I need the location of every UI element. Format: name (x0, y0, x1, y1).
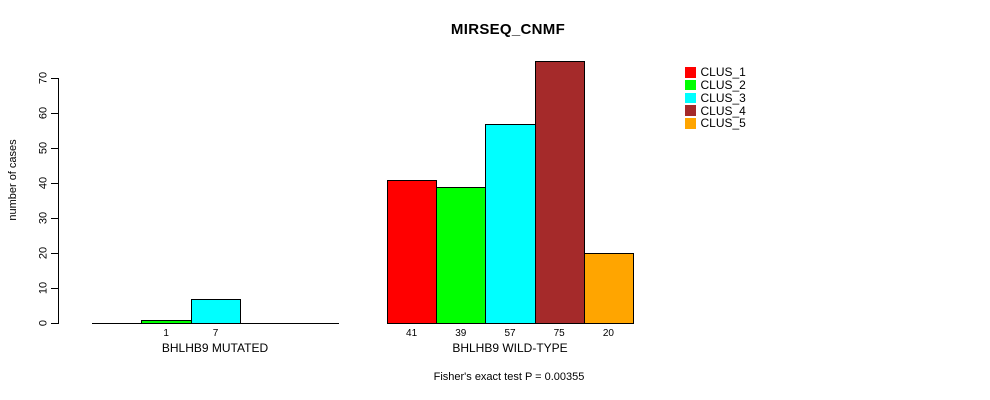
legend-label: CLUS_2 (700, 78, 746, 93)
bar-clus_3-group0 (190, 298, 242, 324)
legend-swatch-clus_2 (685, 79, 696, 91)
legend-swatch-clus_4 (685, 105, 696, 116)
y-tick (51, 113, 58, 114)
y-tick-label: 10 (37, 281, 50, 295)
legend-swatch-clus_3 (685, 92, 696, 104)
legend-label: CLUS_4 (700, 103, 746, 118)
legend-swatch-clus_5 (685, 118, 696, 129)
bar-value-label: 20 (602, 328, 614, 339)
y-axis-label: number of cases (7, 139, 19, 221)
group-label-wild-type: BHLHB9 WILD-TYPE (452, 341, 568, 355)
bar-value-label: 75 (553, 328, 565, 339)
bar-clus_2-group1 (436, 186, 487, 324)
bar-clus_5-group1 (583, 253, 634, 324)
y-tick (51, 148, 58, 149)
legend-label: CLUS_5 (700, 116, 746, 131)
y-tick-label: 50 (37, 141, 50, 155)
bar-value-label: 57 (504, 328, 516, 339)
y-tick-label: 40 (37, 176, 50, 190)
legend-item-clus_1: CLUS_1 (685, 66, 746, 79)
bar-value-label: 41 (406, 328, 418, 339)
y-tick-label: 0 (37, 319, 50, 327)
fisher-test-annotation: Fisher's exact test P = 0.00355 (433, 371, 585, 383)
y-tick-label: 60 (37, 106, 50, 120)
bar-clus_1-group1 (387, 179, 438, 324)
legend: CLUS_1 CLUS_2 CLUS_3 CLUS_4 CLUS_5 (685, 66, 746, 130)
y-tick (51, 253, 58, 254)
y-tick-label: 70 (37, 71, 50, 85)
chart-title: MIRSEQ_CNMF (450, 21, 566, 38)
legend-label: CLUS_3 (700, 90, 746, 105)
bar-clus_4-group1 (534, 60, 585, 324)
bar-clus_3-group1 (485, 123, 536, 324)
y-axis (58, 78, 59, 324)
y-tick (51, 78, 58, 79)
y-tick (51, 323, 58, 324)
bar-value-label: 1 (163, 328, 169, 339)
y-tick-label: 20 (37, 246, 50, 260)
legend-item-clus_3: CLUS_3 (685, 92, 746, 105)
legend-label: CLUS_1 (700, 65, 746, 80)
legend-item-clus_4: CLUS_4 (685, 104, 746, 117)
legend-swatch-clus_1 (685, 67, 696, 78)
y-tick-label: 30 (37, 211, 50, 225)
group-label-mutated: BHLHB9 MUTATED (161, 341, 269, 355)
bar-value-label: 7 (212, 328, 219, 339)
legend-item-clus_5: CLUS_5 (685, 117, 746, 130)
legend-item-clus_2: CLUS_2 (685, 79, 746, 92)
y-tick (51, 288, 58, 289)
bar-value-label: 39 (455, 328, 467, 339)
bar-clus_2-group0 (141, 319, 192, 324)
y-tick (51, 218, 58, 219)
y-tick (51, 183, 58, 184)
